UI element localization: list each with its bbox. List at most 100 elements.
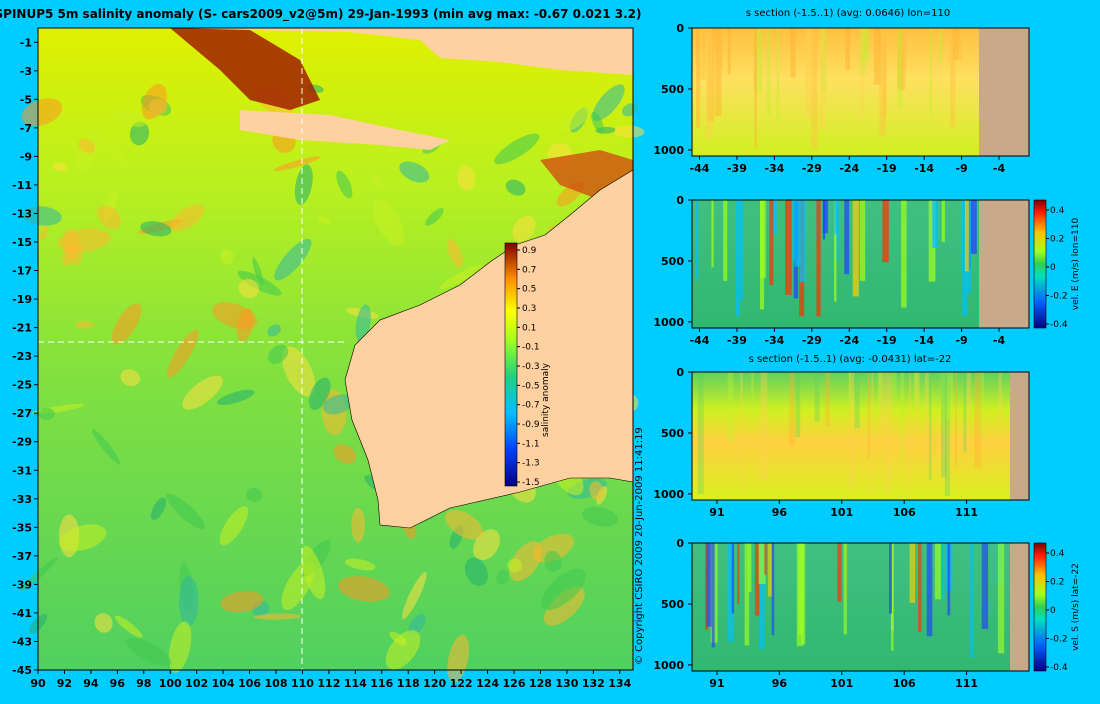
section-column (914, 372, 919, 429)
section-column (946, 372, 954, 420)
section-column (711, 200, 714, 268)
eddy-blob (252, 257, 264, 286)
section-column (795, 372, 801, 437)
section-column (751, 372, 754, 423)
section-lat-salinity-frame (691, 371, 1030, 501)
section-x-tick-label: -44 (690, 334, 710, 347)
section-y-tick-label: 0 (676, 194, 684, 207)
section-column (950, 28, 956, 128)
section-column (854, 372, 860, 428)
section-column (941, 200, 945, 243)
section-column (758, 543, 766, 584)
eddy-blob (505, 179, 526, 196)
section-column (981, 543, 989, 629)
section-column (769, 200, 774, 286)
velocity-e-colorbar-label: vel. E (m/s) lon=110 (1071, 218, 1081, 311)
section-column (929, 372, 932, 480)
map-x-tick-label: 90 (30, 677, 46, 690)
eddy-blob (512, 215, 536, 242)
section-column (928, 200, 936, 282)
eddy-blob (140, 221, 172, 237)
section-column (837, 543, 842, 602)
section-x-tick-label: -19 (877, 162, 897, 175)
section-column (934, 543, 941, 600)
eddy-blob (336, 170, 353, 199)
section-column (952, 28, 960, 60)
section-column (932, 200, 938, 248)
section-column (785, 200, 792, 295)
eddy-blob (170, 204, 205, 232)
section-column (862, 28, 870, 62)
eddy-blob (333, 444, 357, 464)
section-column (814, 372, 820, 422)
section-column (768, 543, 772, 597)
eddy-blob (91, 429, 121, 465)
eddy-blob (166, 493, 206, 530)
eddy-blob (317, 216, 332, 224)
section-column (998, 372, 1002, 422)
section-column (764, 543, 767, 575)
section-lon-velocity-axes: -44 -39 -34 -29 -24 -19 -14 -9 -4 0 500 1000 (653, 194, 1005, 347)
section-column (909, 372, 912, 490)
section-y-tick-label: 500 (661, 427, 684, 440)
eddy-blob (371, 172, 385, 192)
map-x-axis: 90 92 94 96 98 100 102 104 106 108 110 112 114 116 118… (30, 670, 632, 690)
velocity-colorbar-tick-label: -0.4 (1050, 663, 1068, 673)
section-y-tick-label: 0 (676, 366, 684, 379)
section-lat-velocity: 91 96 101 106 111 0 500 1000 0.4 0.2 0 -0.2 -0.4 ve… (653, 537, 1081, 690)
eddy-blob (294, 164, 313, 205)
eddy-blob (401, 571, 427, 620)
velocity-s-colorbar (1033, 542, 1047, 672)
section-x-tick-label: -34 (764, 334, 784, 347)
map-x-tick-label: 114 (344, 677, 367, 690)
section-column (739, 200, 744, 301)
section-column (891, 372, 897, 404)
section-x-tick-label: -44 (690, 162, 710, 175)
eddy-blob (351, 507, 365, 543)
eddy-blob (59, 524, 107, 552)
eddy-blob (114, 110, 147, 127)
eddy-blob (38, 407, 55, 420)
eddy-blob (74, 320, 94, 329)
eddy-blob (457, 165, 476, 191)
eddy-blob (591, 111, 604, 133)
section-column (698, 28, 701, 79)
section-column (706, 28, 713, 138)
eddy-blob (582, 507, 619, 527)
section-column (897, 28, 903, 107)
section-x-tick-label: 111 (955, 506, 978, 519)
eddy-blob (182, 375, 223, 410)
section-column (901, 28, 907, 68)
eddy-blob (178, 575, 199, 627)
salinity-colorbar (504, 242, 518, 487)
map-x-tick-label: 106 (238, 677, 261, 690)
section-column (885, 372, 892, 491)
section-column (900, 372, 905, 460)
section-column (701, 28, 706, 80)
section-column (966, 200, 971, 294)
eddy-blob (78, 138, 95, 154)
section-column (900, 28, 906, 90)
eddy-blob (120, 369, 141, 387)
eddy-blob (385, 630, 421, 670)
section-column (871, 372, 874, 496)
eddy-blob (464, 557, 488, 586)
map-y-tick-label: -17 (12, 265, 32, 278)
map-y-tick-label: -39 (12, 578, 32, 591)
section-column (727, 372, 734, 444)
section-x-tick-label: -39 (727, 334, 747, 347)
map-x-tick-label: 132 (582, 677, 605, 690)
section-column (861, 28, 864, 118)
map-y-tick-label: -31 (12, 464, 32, 477)
map-y-tick-label: -7 (20, 122, 32, 135)
section-column (924, 372, 929, 464)
velocity-colorbar-tick-label: 0 (1050, 263, 1056, 273)
map-x-tick-label: 100 (159, 677, 182, 690)
salinity-colorbar-tick-label: 0.1 (522, 323, 536, 333)
section-column (834, 200, 839, 235)
eddy-blob (150, 497, 167, 520)
map-x-tick-label: 126 (503, 677, 526, 690)
salinity-colorbar-tick-label: -0.7 (522, 401, 540, 411)
section-column (697, 372, 704, 494)
